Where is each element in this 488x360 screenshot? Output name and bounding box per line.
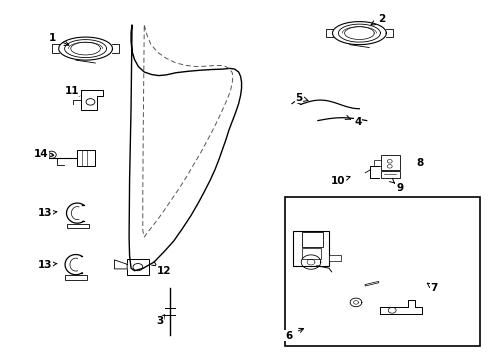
Bar [77,150,95,166]
Text: 5: 5 [295,93,302,103]
Bar [284,197,479,346]
Bar [381,171,399,178]
Text: 14: 14 [34,149,49,159]
Text: 13: 13 [38,260,52,270]
Text: 12: 12 [156,266,171,276]
Bar [65,275,87,280]
Text: 13: 13 [38,208,52,218]
Bar [293,231,328,266]
Text: 9: 9 [396,183,403,193]
Text: 2: 2 [377,14,384,24]
Polygon shape [380,300,421,314]
Text: 1: 1 [49,33,56,43]
Text: 6: 6 [285,330,291,341]
Bar [66,224,88,228]
Text: 3: 3 [156,316,163,326]
Bar [302,248,320,259]
Bar [302,232,322,247]
Text: 7: 7 [429,283,437,293]
Bar [127,259,148,275]
Text: 4: 4 [353,117,361,127]
Bar [328,255,341,261]
Text: 8: 8 [415,158,422,168]
Text: 11: 11 [65,86,80,96]
Polygon shape [114,260,127,269]
Text: 10: 10 [330,176,345,186]
Bar [381,155,399,170]
